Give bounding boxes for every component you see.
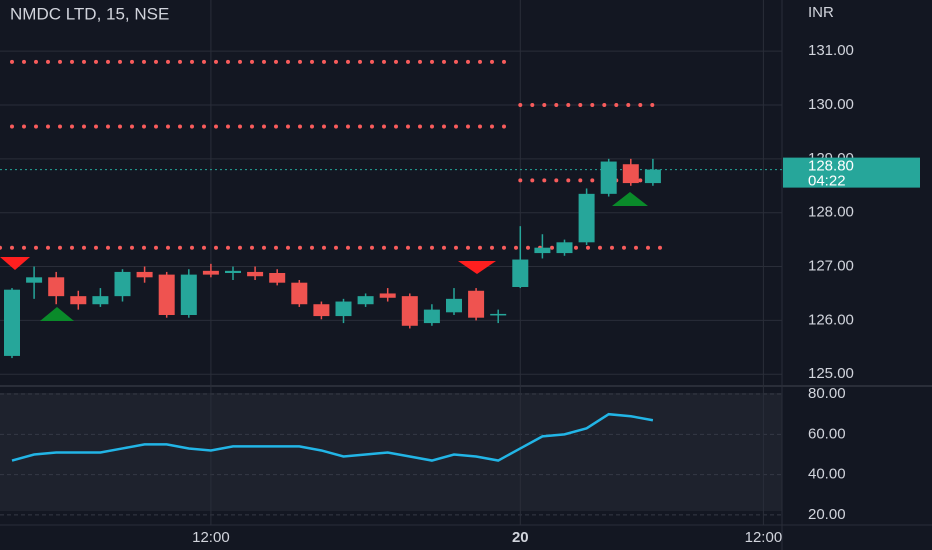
last-price-label: 128.80 (808, 158, 854, 175)
rsi-line (11, 412, 654, 462)
sell-signal (458, 261, 496, 274)
candle-body (313, 304, 330, 317)
candle-body (114, 271, 131, 297)
countdown: 04:22 (808, 173, 846, 190)
y-tick-label: 131.00 (808, 42, 854, 59)
marks: 125.00126.00127.00128.00129.00130.00131.… (0, 0, 920, 546)
y-tick-label: 125.00 (808, 365, 854, 382)
x-tick-label: 12:00 (745, 529, 783, 546)
candle-body (357, 296, 374, 305)
y-tick-label: 126.00 (808, 311, 854, 328)
buy-signal (40, 307, 74, 321)
candle-body (136, 271, 153, 278)
candle-body (180, 274, 197, 315)
candle-body (644, 169, 661, 184)
candle-body (622, 164, 639, 184)
currency: INR (808, 4, 834, 21)
y2-tick-label: 20.00 (808, 506, 846, 523)
last-price-box (783, 157, 920, 188)
candle-body (512, 259, 529, 287)
candle-body (401, 296, 418, 326)
candle-body (92, 296, 109, 305)
candle-body (534, 247, 551, 254)
candle-body (600, 161, 617, 194)
y2-tick-label: 40.00 (808, 466, 846, 483)
candle-body (48, 277, 65, 297)
y-tick-label: 130.00 (808, 96, 854, 113)
y2-tick-label: 60.00 (808, 425, 846, 442)
candle-body (247, 271, 264, 277)
candle-body (26, 277, 43, 283)
x-tick-label: 20 (512, 529, 529, 546)
chart-title: NMDC LTD, 15, NSE (10, 4, 169, 23)
x-tick-label: 12:00 (192, 529, 230, 546)
sell-signal (0, 257, 30, 270)
candle-body (291, 282, 308, 305)
candle-body (468, 290, 485, 318)
candle-body (335, 301, 352, 317)
candle-body (578, 193, 595, 243)
candle-body (4, 289, 20, 356)
candle-body (158, 274, 175, 315)
candle-body (423, 309, 440, 324)
candle-body (556, 242, 573, 254)
candle-body (446, 298, 462, 313)
buy-signal (612, 192, 648, 206)
candle-body (225, 270, 241, 273)
candle-body (379, 293, 396, 298)
y-tick-label: 128.00 (808, 204, 854, 221)
candle-body (202, 270, 219, 275)
y-tick-label: 127.00 (808, 258, 854, 275)
candle-body (490, 313, 507, 316)
y2-tick-label: 80.00 (808, 385, 846, 402)
candle-body (70, 296, 87, 305)
candle-body (269, 273, 286, 283)
